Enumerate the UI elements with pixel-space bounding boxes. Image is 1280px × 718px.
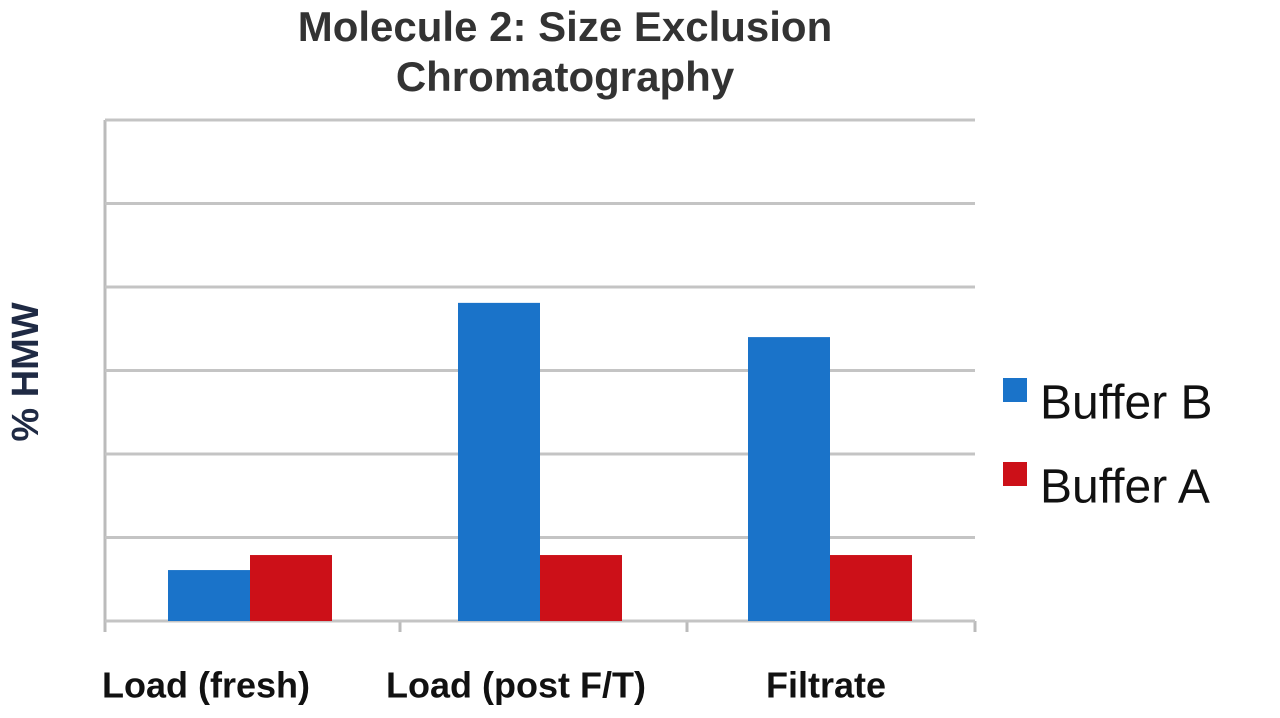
bar xyxy=(748,337,830,621)
bar xyxy=(830,555,912,621)
bar xyxy=(458,302,540,621)
bar xyxy=(168,570,250,621)
legend-swatch xyxy=(1003,378,1027,402)
x-tick-label: Load (post F/T) xyxy=(386,665,646,706)
legend-swatch xyxy=(1003,462,1027,486)
legend-label: Buffer A xyxy=(1040,461,1210,514)
y-axis-label: % HMW xyxy=(5,302,47,441)
bar xyxy=(250,555,332,621)
bar xyxy=(540,555,622,621)
x-tick-label: Filtrate xyxy=(766,665,886,706)
legend-label: Buffer B xyxy=(1040,377,1213,430)
x-tick-label: Load (fresh) xyxy=(102,665,310,706)
chart-title: Molecule 2: Size Exclusion Chromatograph… xyxy=(297,3,833,100)
